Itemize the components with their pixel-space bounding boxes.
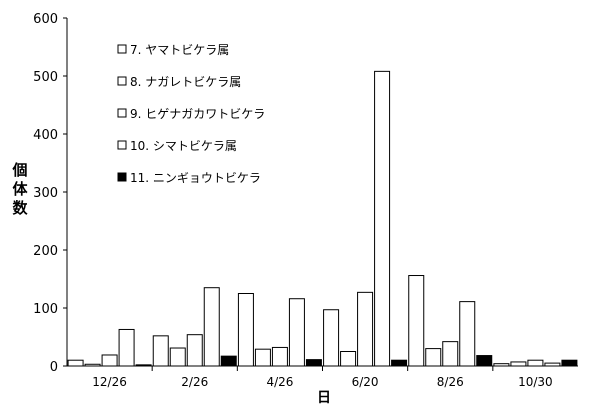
- bar: [169, 347, 186, 367]
- bar: [357, 291, 374, 367]
- bars: [67, 70, 578, 367]
- bar: [493, 363, 510, 367]
- bar: [220, 355, 237, 367]
- bar: [305, 359, 322, 367]
- x-tick-label: 8/26: [437, 375, 464, 389]
- bar: [391, 359, 408, 367]
- x-tick-label: 2/26: [181, 375, 208, 389]
- bar: [67, 359, 84, 367]
- bar: [288, 298, 305, 367]
- bar: [323, 309, 340, 367]
- y-tick-label: 200: [33, 244, 58, 259]
- y-axis-title: 個体数: [11, 161, 28, 217]
- bar: [408, 275, 425, 367]
- bar: [561, 359, 578, 367]
- y-tick-label: 500: [33, 70, 58, 85]
- legend-label: 11. ニンギョウトビケラ: [130, 171, 261, 185]
- bar: [340, 351, 357, 367]
- legend: 7. ヤマトビケラ属 8. ナガレトビケラ属 9. ヒゲナガカワトビケラ 10. シマ…: [117, 43, 265, 185]
- legend-swatch: [117, 76, 127, 86]
- x-tick-label: 4/26: [266, 375, 293, 389]
- axes: 0 100 200 300 400 500 600 12/26 2/26 4/26 6/20 8/26…: [33, 12, 578, 389]
- y-tick-label: 0: [50, 360, 58, 375]
- x-tick-label: 6/20: [352, 375, 379, 389]
- bar: [152, 335, 169, 367]
- y-tick-label: 400: [33, 128, 58, 143]
- bar: [254, 348, 271, 367]
- x-axis-title: 日: [317, 390, 331, 406]
- bar: [237, 293, 254, 367]
- x-tick-label: 10/30: [518, 375, 553, 389]
- bar: [476, 355, 493, 367]
- bar: [544, 362, 561, 367]
- bar: [442, 341, 459, 367]
- bar: [186, 334, 203, 367]
- bar: [135, 364, 152, 367]
- bar: [425, 348, 442, 367]
- legend-swatch: [117, 44, 127, 54]
- bar: [203, 287, 220, 367]
- x-tick-label: 12/26: [92, 375, 127, 389]
- bar: [101, 354, 118, 367]
- bar: [510, 361, 527, 367]
- bar: [271, 346, 288, 367]
- y-tick-label: 600: [33, 12, 58, 27]
- bar: [84, 363, 101, 367]
- legend-label: 7. ヤマトビケラ属: [130, 43, 229, 57]
- y-tick-label: 100: [33, 302, 58, 317]
- legend-label: 10. シマトビケラ属: [130, 139, 237, 153]
- y-tick-label: 300: [33, 186, 58, 201]
- legend-label: 8. ナガレトビケラ属: [130, 75, 241, 89]
- bar: [118, 328, 135, 367]
- legend-swatch: [117, 108, 127, 118]
- legend-swatch: [117, 172, 127, 182]
- bar: [374, 70, 391, 367]
- legend-label: 9. ヒゲナガカワトビケラ: [130, 107, 265, 121]
- bar: [527, 359, 544, 367]
- legend-swatch: [117, 140, 127, 150]
- bar: [459, 301, 476, 367]
